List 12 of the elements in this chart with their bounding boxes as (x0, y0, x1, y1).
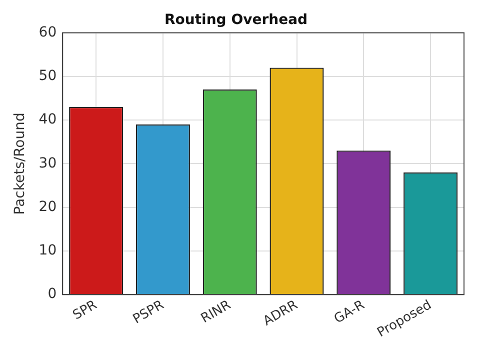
y-tick-label: 60 (38, 24, 57, 40)
x-tick-label: SPR (70, 298, 100, 324)
y-tick-label: 10 (38, 242, 57, 259)
y-tick-label: 40 (38, 112, 57, 128)
x-tick-label: RINR (198, 298, 234, 327)
chart-title: Routing Overhead (164, 12, 308, 28)
y-tick-label: 0 (48, 286, 57, 302)
y-tick-label: 50 (38, 68, 57, 84)
y-tick-label: 30 (38, 155, 57, 172)
y-tick-label: 20 (38, 198, 57, 215)
y-axis-title: Packets/Round (12, 112, 28, 215)
x-tick-label: GA-R (332, 298, 368, 327)
